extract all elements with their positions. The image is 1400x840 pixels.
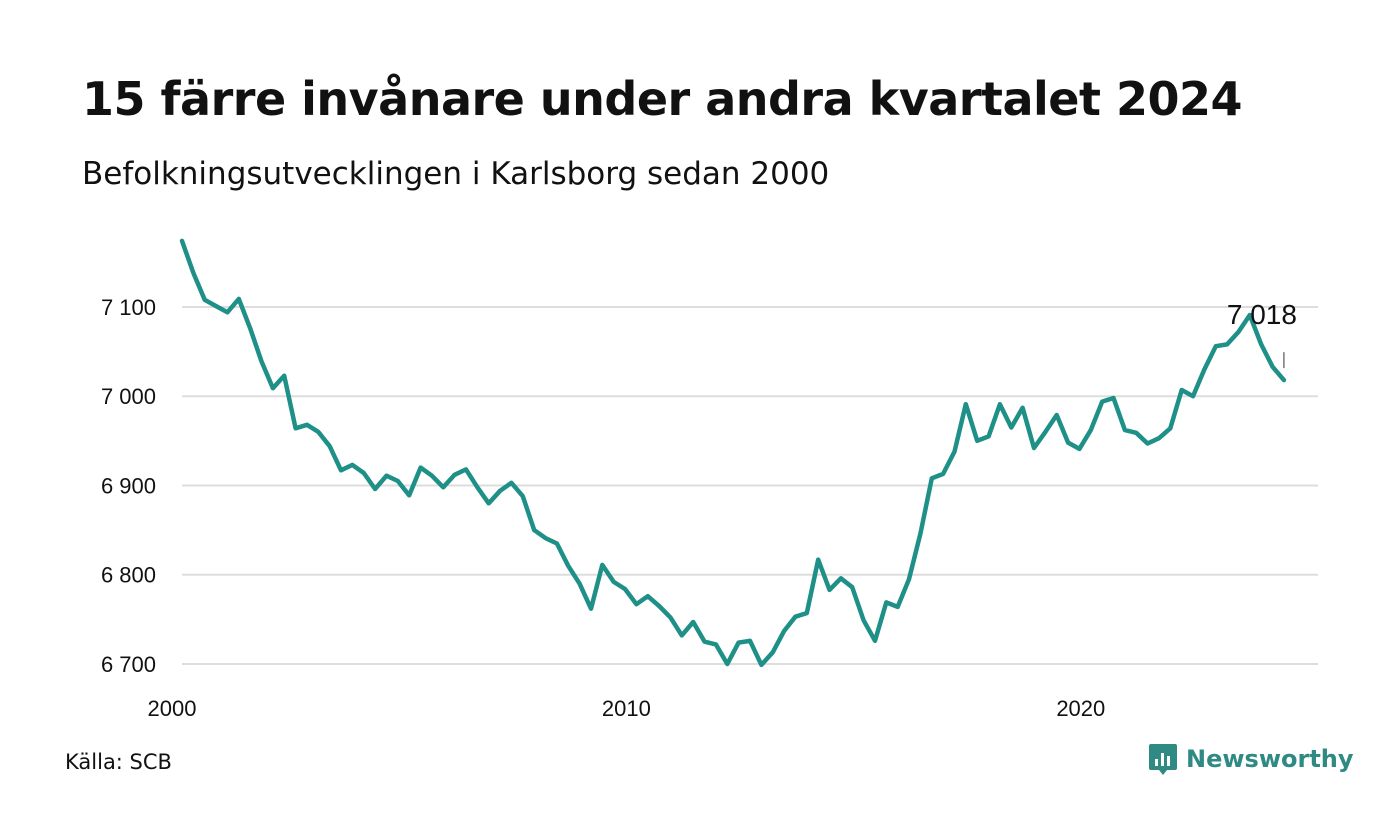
brand-name: Newsworthy: [1186, 745, 1354, 773]
x-tick-label: 2000: [148, 696, 197, 721]
brand-logo[interactable]: Newsworthy: [1148, 742, 1354, 776]
chart-title: 15 färre invånare under andra kvartalet …: [82, 72, 1243, 126]
x-tick-label: 2010: [602, 696, 651, 721]
y-tick-label: 7 000: [101, 384, 156, 409]
y-tick-label: 6 900: [101, 473, 156, 498]
series-line: [179, 238, 1287, 668]
gridlines: [182, 305, 1318, 665]
annotation: 7 018: [1227, 299, 1297, 369]
newsworthy-logo-icon: [1149, 744, 1177, 775]
y-tick-label: 6 700: [101, 652, 156, 677]
x-tick-label: 2020: [1056, 696, 1105, 721]
y-tick-label: 7 100: [101, 295, 156, 320]
x-axis-ticks: 2000 2010 2020: [148, 696, 1106, 721]
source-note: Källa: SCB: [65, 750, 172, 774]
y-axis-ticks: 6 700 6 800 6 900 7 000 7 100: [101, 295, 156, 677]
annotation-label: 7 018: [1227, 299, 1297, 330]
y-tick-label: 6 800: [101, 563, 156, 588]
series-layer: [179, 238, 1287, 668]
chart-subtitle: Befolkningsutvecklingen i Karlsborg seda…: [82, 156, 830, 192]
